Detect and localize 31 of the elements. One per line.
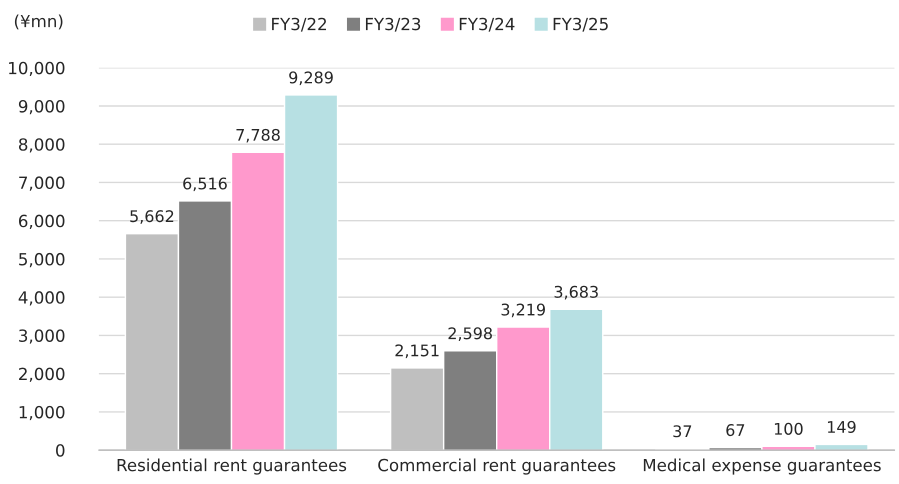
y-tick-label: 6,000 (19, 214, 64, 229)
data-label: 2,151 (395, 344, 439, 358)
y-axis-title: (¥mn) (14, 14, 62, 30)
legend-label: FY3/22 (272, 18, 326, 32)
data-label: 37 (673, 425, 692, 438)
y-tick-label: 7,000 (19, 176, 64, 191)
x-tick-label: Commercial rent guarantees (378, 458, 616, 475)
data-label: 7,788 (236, 128, 280, 143)
data-label: 149 (828, 420, 856, 433)
data-label: 6,516 (183, 177, 227, 192)
data-label: 67 (726, 424, 744, 436)
y-tick-label: 8,000 (18, 138, 64, 152)
y-tick-label: 3,000 (19, 329, 64, 344)
data-label: 3,683 (554, 286, 598, 300)
data-label: 9,289 (289, 71, 333, 86)
legend-label: FY3/25 (554, 18, 608, 32)
y-tick-label: 2,000 (19, 368, 64, 382)
y-tick-label: 0 (56, 444, 64, 457)
x-tick-label: Residential rent guarantees (118, 458, 346, 475)
legend-label: FY3/24 (460, 18, 514, 32)
data-label: 5,662 (130, 210, 174, 224)
y-tick-label: 9,000 (18, 100, 64, 114)
y-tick-label: 10,000 (9, 62, 64, 76)
y-tick-label: 1,000 (20, 406, 64, 420)
data-label: 3,219 (502, 304, 545, 318)
y-tick-label: 5,000 (19, 252, 64, 268)
data-label: 100 (774, 422, 803, 435)
data-label: 2,598 (448, 327, 492, 341)
x-tick-label: Medical expense guarantees (644, 458, 881, 475)
y-tick-label: 4,000 (18, 291, 64, 306)
legend-label: FY3/23 (366, 18, 420, 32)
